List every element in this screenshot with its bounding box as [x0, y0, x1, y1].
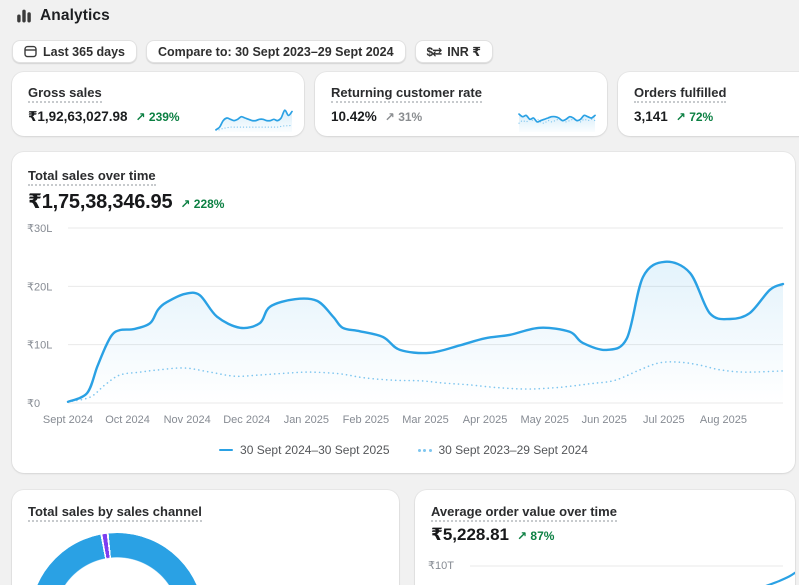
sales-channel-donut-chart[interactable]: [30, 533, 204, 585]
y-tick-label: ₹30L: [27, 223, 52, 235]
solid-line-marker: [219, 448, 234, 452]
metric-value: 3,141: [634, 109, 668, 124]
spark-compare-line: [518, 118, 596, 124]
chart-title-link[interactable]: Total sales by sales channel: [28, 504, 202, 522]
spark-primary-line: [518, 113, 596, 123]
area-fill: [68, 261, 783, 403]
total-sales-line-chart[interactable]: ₹0 ₹10L ₹20L ₹30L Sept 2024 Oct 2024 Nov 2024 D…: [24, 214, 787, 432]
legend-label: 30 Sept 2024–30 Sept 2025: [240, 443, 390, 457]
currency-exchange-icon: $⇄: [426, 44, 443, 59]
page-header: Analytics: [16, 7, 110, 25]
trend-up-icon: ↗: [135, 110, 146, 124]
chart-title-link[interactable]: Total sales over time: [28, 168, 156, 186]
legend-item-previous: 30 Sept 2023–29 Sept 2024: [417, 443, 588, 457]
metric-value-row: 3,141 ↗ 72%: [634, 109, 713, 124]
trend-up-icon: ↗: [180, 197, 191, 211]
x-tick-label: Aug 2025: [700, 414, 747, 426]
x-tick-label: Jan 2025: [284, 414, 329, 426]
metric-card-orders-fulfilled: Orders fulfilled 3,141 ↗ 72%: [618, 72, 799, 136]
chart-title-link[interactable]: Average order value over time: [431, 504, 617, 522]
compare-line: [67, 361, 784, 403]
x-tick-label: Mar 2025: [402, 414, 448, 426]
sales-by-channel-card: Total sales by sales channel: [12, 490, 399, 585]
y-tick-label: ₹20L: [27, 281, 52, 293]
currency-label: INR ₹: [447, 45, 481, 59]
date-range-button[interactable]: Last 365 days: [12, 40, 137, 63]
x-tick-label: Jul 2025: [643, 414, 685, 426]
currency-button[interactable]: $⇄ INR ₹: [414, 40, 493, 63]
x-tick-label: Apr 2025: [463, 414, 508, 426]
analytics-icon: [17, 9, 31, 23]
total-sales-card: Total sales over time ₹1,75,38,346.95 ↗ …: [12, 152, 795, 473]
y-tick-label: ₹10L: [27, 340, 52, 352]
metric-title-link[interactable]: Returning customer rate: [331, 85, 482, 103]
x-tick-label: Dec 2024: [223, 414, 270, 426]
average-order-value-card: Average order value over time ₹5,228.81 …: [415, 490, 795, 585]
metric-title-link[interactable]: Gross sales: [28, 85, 102, 103]
average-order-value-line-chart[interactable]: ₹10T: [415, 540, 795, 585]
x-tick-label: Nov 2024: [164, 414, 211, 426]
chart-value-row: ₹1,75,38,346.95 ↗ 228%: [28, 189, 224, 214]
chart-delta-badge: ↗ 87%: [517, 529, 555, 543]
trend-up-icon: ↗: [675, 110, 686, 124]
metric-delta-badge: ↗ 72%: [675, 110, 714, 124]
x-tick-label: Jun 2025: [582, 414, 627, 426]
gross-sales-sparkline: [215, 109, 293, 132]
y-tick-label: ₹0: [27, 398, 40, 410]
metric-delta-badge: ↗ 31%: [384, 110, 423, 124]
primary-line: [66, 260, 785, 403]
x-tick-label: Sept 2024: [43, 414, 93, 426]
chart-value-row: ₹5,228.81 ↗ 87%: [431, 525, 554, 545]
metric-card-gross-sales: Gross sales ₹1,92,63,027.98 ↗ 239%: [12, 72, 304, 136]
compare-label: Compare to: 30 Sept 2023–29 Sept 2024: [158, 44, 394, 59]
page-title: Analytics: [40, 7, 110, 24]
metric-card-returning-customer-rate: Returning customer rate 10.42% ↗ 31%: [315, 72, 607, 136]
spark-primary-line: [215, 109, 293, 131]
chart-value: ₹5,228.81: [431, 525, 510, 544]
chart-legend: 30 Sept 2024–30 Sept 2025 30 Sept 2023–2…: [12, 443, 795, 457]
chart-value: ₹1,75,38,346.95: [28, 191, 173, 213]
x-tick-label: May 2025: [521, 414, 569, 426]
x-tick-label: Oct 2024: [105, 414, 150, 426]
x-tick-label: Feb 2025: [343, 414, 389, 426]
y-tick-label: ₹10T: [428, 560, 454, 572]
trend-up-icon: ↗: [517, 529, 528, 543]
primary-line: [765, 571, 795, 585]
metric-value: 10.42%: [331, 109, 377, 124]
returning-customer-rate-sparkline: [518, 113, 596, 132]
metric-value-row: 10.42% ↗ 31%: [331, 109, 422, 124]
spark-area: [519, 114, 595, 132]
spark-compare-line: [215, 124, 293, 131]
metric-value-row: ₹1,92,63,027.98 ↗ 239%: [28, 109, 180, 125]
metric-value: ₹1,92,63,027.98: [28, 109, 128, 124]
date-range-label: Last 365 days: [43, 44, 125, 59]
dotted-line-marker: [417, 448, 432, 452]
calendar-icon: [24, 45, 37, 58]
metric-title-link[interactable]: Orders fulfilled: [634, 85, 727, 103]
legend-label: 30 Sept 2023–29 Sept 2024: [438, 443, 588, 457]
compare-button[interactable]: Compare to: 30 Sept 2023–29 Sept 2024: [146, 40, 406, 63]
legend-item-current: 30 Sept 2024–30 Sept 2025: [219, 443, 390, 457]
metric-delta-badge: ↗ 239%: [135, 110, 180, 124]
trend-up-icon: ↗: [384, 110, 395, 124]
chart-delta-badge: ↗ 228%: [180, 197, 225, 211]
filter-toolbar: Last 365 days Compare to: 30 Sept 2023–2…: [12, 40, 493, 63]
